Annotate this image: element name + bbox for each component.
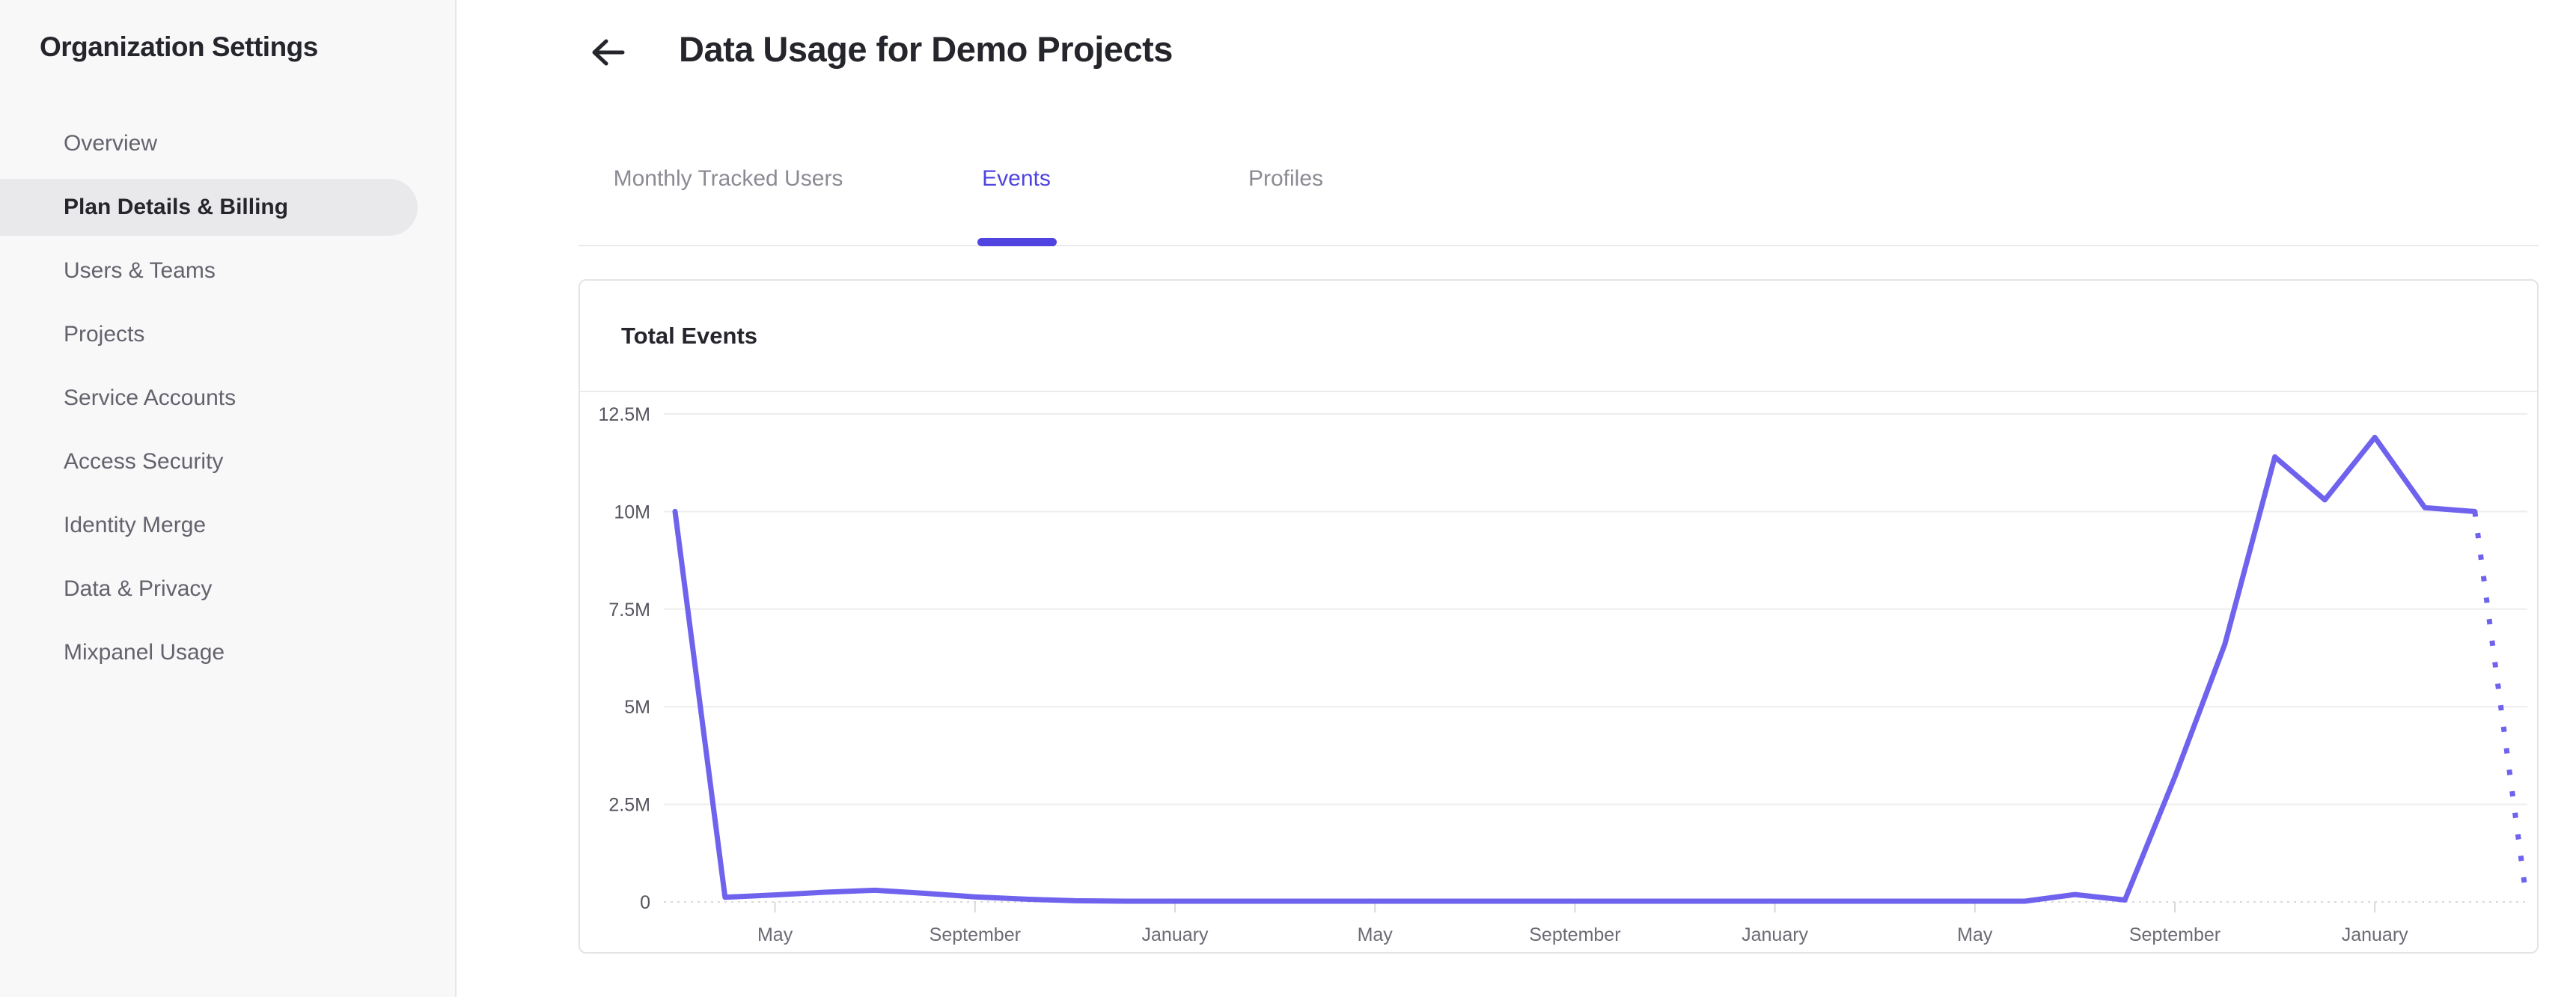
- sidebar-item-users-teams[interactable]: Users & Teams: [64, 258, 216, 283]
- tab-events[interactable]: Events: [982, 166, 1051, 191]
- sidebar-item-overview[interactable]: Overview: [64, 131, 158, 156]
- x-axis-label: January: [2342, 924, 2408, 945]
- arrow-left-icon: [592, 39, 625, 66]
- page-title: Data Usage for Demo Projects: [679, 29, 1173, 69]
- x-axis-label: May: [1957, 924, 1993, 945]
- sidebar-item-access-security[interactable]: Access Security: [64, 449, 224, 474]
- y-axis-label: 5M: [624, 697, 650, 718]
- y-axis-label: 2.5M: [608, 795, 650, 816]
- tab-profiles[interactable]: Profiles: [1248, 166, 1324, 191]
- tab-monthly-tracked-users[interactable]: Monthly Tracked Users: [613, 166, 843, 191]
- y-axis-label: 12.5M: [599, 404, 650, 425]
- sidebar-item-projects[interactable]: Projects: [64, 322, 145, 347]
- tabbar-border: [579, 245, 2539, 246]
- y-axis-label: 10M: [614, 501, 650, 522]
- total-events-line-solid: [672, 434, 2478, 904]
- x-axis-label: May: [757, 924, 793, 945]
- active-tab-underline: [977, 238, 1057, 246]
- sidebar: Organization Settings Overview Plan Detai…: [0, 0, 457, 997]
- sidebar-item-identity-merge[interactable]: Identity Merge: [64, 513, 207, 537]
- sidebar-title: Organization Settings: [40, 31, 318, 62]
- y-axis-label: 7.5M: [608, 600, 650, 621]
- x-axis-label: January: [1742, 924, 1808, 945]
- sidebar-item-service-accounts[interactable]: Service Accounts: [64, 385, 236, 410]
- x-axis-label: September: [2129, 924, 2221, 945]
- x-axis-label: May: [1358, 924, 1394, 945]
- sidebar-item-data-privacy[interactable]: Data & Privacy: [64, 576, 213, 601]
- x-axis-label: January: [1142, 924, 1209, 945]
- back-button[interactable]: [585, 30, 630, 75]
- total-events-line-dotted-projection: [2472, 510, 2528, 887]
- total-events-card: Total Events 0 2.5M 5M 7.5M 10M 12.5M May Septe…: [579, 279, 2539, 954]
- sidebar-item-plan-details-billing[interactable]: Plan Details & Billing: [64, 195, 289, 219]
- sidebar-item-mixpanel-usage[interactable]: Mixpanel Usage: [64, 640, 225, 665]
- total-events-line-chart: 0 2.5M 5M 7.5M 10M 12.5M May September January Ma…: [599, 404, 2528, 945]
- active-nav-pill: [0, 179, 418, 236]
- chart-title: Total Events: [621, 323, 758, 349]
- x-axis-label: September: [1529, 924, 1620, 945]
- x-axis-label: September: [930, 924, 1021, 945]
- y-axis-label: 0: [640, 892, 650, 913]
- card-divider: [580, 391, 2537, 392]
